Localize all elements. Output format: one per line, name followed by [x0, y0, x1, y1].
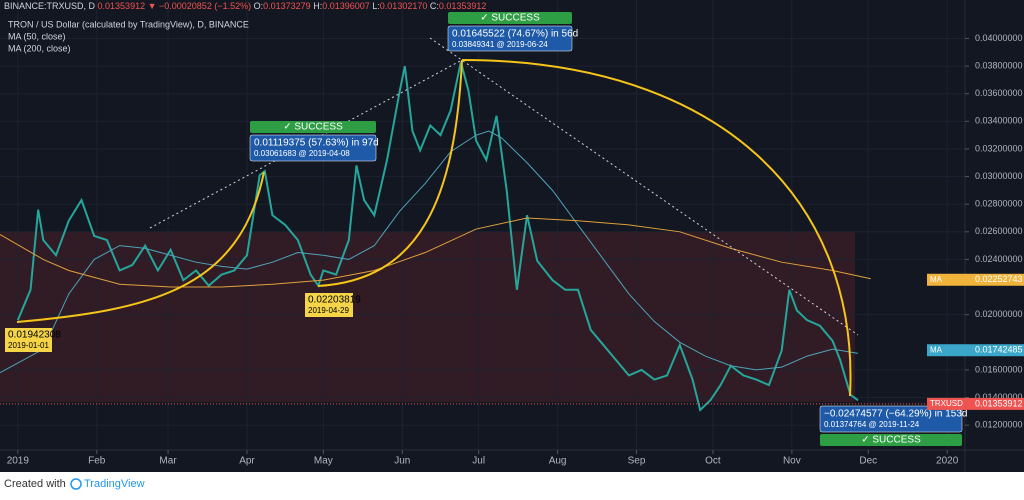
measure-box [249, 134, 377, 162]
shaded-zone [0, 232, 855, 402]
measure-text: −0.02474577 (−64.29%) in 153d [824, 409, 967, 420]
y-tick-label: 0.01600000 [975, 364, 1023, 374]
price-tag [927, 273, 1024, 286]
ohlc-label: L: [372, 1, 380, 11]
footer-brand: TradingView [84, 478, 145, 490]
y-tick-label: 0.01400000 [975, 392, 1023, 402]
trend-line [429, 37, 859, 336]
ohlc-label: C: [430, 1, 439, 11]
y-tick-label: 0.03600000 [975, 88, 1023, 98]
x-tick-label: Apr [239, 456, 255, 467]
drawings [16, 37, 859, 397]
ohlc-value: 0.01396007 [322, 1, 370, 11]
price-tag-name: MA [930, 345, 943, 354]
measure-arc [461, 59, 852, 397]
header: BINANCE:TRXUSD, D 0.01353912 ▼ −0.000208… [4, 1, 486, 11]
date-label: 2019-04-29 [308, 306, 349, 315]
x-tick-label: Sep [628, 456, 646, 467]
price-label: 0.01942308 [8, 330, 61, 341]
price-tag-label: 0.01742485 [975, 345, 1023, 355]
y-tick-label: 0.02000000 [975, 309, 1023, 319]
y-tick-label: 0.03000000 [975, 171, 1023, 181]
x-tick-label: Jun [394, 456, 410, 467]
change: ▼ −0.00020852 (−1.52%) [148, 1, 251, 11]
success-badge [448, 12, 572, 24]
y-tick-label: 0.02600000 [975, 226, 1023, 236]
x-tick-label: Feb [88, 456, 106, 467]
measure-arc [317, 59, 463, 287]
measure-text: 0.03849341 @ 2019-06-24 [452, 40, 548, 49]
plot [0, 0, 969, 450]
x-tick-label: Jul [472, 456, 485, 467]
x-tick-label: May [314, 456, 333, 467]
measure-text: 0.01645522 (74.67%) in 56d [452, 29, 578, 40]
measure-text: 0.03061683 @ 2019-04-08 [254, 149, 350, 158]
y-tick-label: 0.03800000 [975, 60, 1023, 70]
legend-entry: MA (200, close) [8, 43, 71, 53]
logo [70, 478, 82, 490]
annotation: 0.01942308 2019-01-01 [5, 328, 61, 352]
ma-line [0, 217, 871, 288]
y-tick-label: 0.01200000 [975, 420, 1023, 430]
price-tag-label: 0.02252743 [975, 274, 1023, 284]
success-badge [250, 121, 376, 133]
price-line [16, 61, 859, 412]
x-tick-label: Aug [549, 456, 567, 467]
price-label-box [305, 293, 353, 317]
x-tick-label: Mar [159, 456, 177, 467]
ohlc-value: 0.01373279 [263, 1, 311, 11]
annotation: −0.02474577 (−64.29%) in 153d 0.01374764… [819, 405, 967, 446]
price-tag-name: MA [930, 275, 943, 284]
price-tag-label: 0.01353912 [975, 398, 1023, 408]
measure-text: 0.01374764 @ 2019-11-24 [824, 420, 920, 429]
price-label: 0.02203819 [308, 295, 361, 306]
success-text: ✓ SUCCESS [480, 13, 540, 24]
y-tick-label: 0.02800000 [975, 199, 1023, 209]
y-tick-label: 0.03200000 [975, 143, 1023, 153]
last: 0.01353912 [98, 1, 146, 11]
ohlc-value: 0.01302170 [380, 1, 428, 11]
x-tick-label: 2020 [936, 456, 959, 467]
success-text: ✓ SUCCESS [283, 122, 343, 133]
trend-line [149, 59, 463, 229]
price-tag-name: TRXUSD [930, 399, 963, 408]
measure-arc [16, 171, 265, 323]
y-tick-label: 0.04000000 [975, 33, 1023, 43]
annotation: ✓ SUCCESS 0.01119375 (57.63%) in 97d 0.0… [249, 121, 379, 162]
price-tag [927, 397, 1024, 410]
footer-text: Created with [4, 478, 66, 490]
x-axis-strip [0, 450, 1024, 472]
success-text: ✓ SUCCESS [861, 435, 921, 446]
success-badge [820, 434, 962, 446]
y-tick-label: 0.02400000 [975, 254, 1023, 264]
x-tick-label: 2019 [7, 456, 30, 467]
ohlc-label: H: [313, 1, 322, 11]
x-tick-label: Nov [783, 456, 801, 467]
y-tick-label: 0.03400000 [975, 116, 1023, 126]
price-tag [927, 344, 1024, 357]
measure-box [447, 25, 573, 52]
legend-entry: MA (50, close) [8, 31, 66, 41]
measure-box [819, 405, 963, 433]
x-tick-label: Oct [705, 456, 721, 467]
annotation: ✓ SUCCESS 0.01645522 (74.67%) in 56d 0.0… [447, 12, 578, 52]
ohlc-label: O: [254, 1, 264, 11]
date-label: 2019-01-01 [8, 341, 49, 350]
annotation: 0.02203819 2019-04-29 [305, 293, 361, 317]
ohlc-value: 0.01353912 [439, 1, 487, 11]
x-tick-label: Dec [859, 456, 877, 467]
price-label-box [5, 328, 52, 352]
chart-title: TRON / US Dollar (calculated by TradingV… [8, 19, 249, 29]
symbol: BINANCE:TRXUSD, D [4, 1, 96, 11]
measure-text: 0.01119375 (57.63%) in 97d [254, 138, 379, 149]
